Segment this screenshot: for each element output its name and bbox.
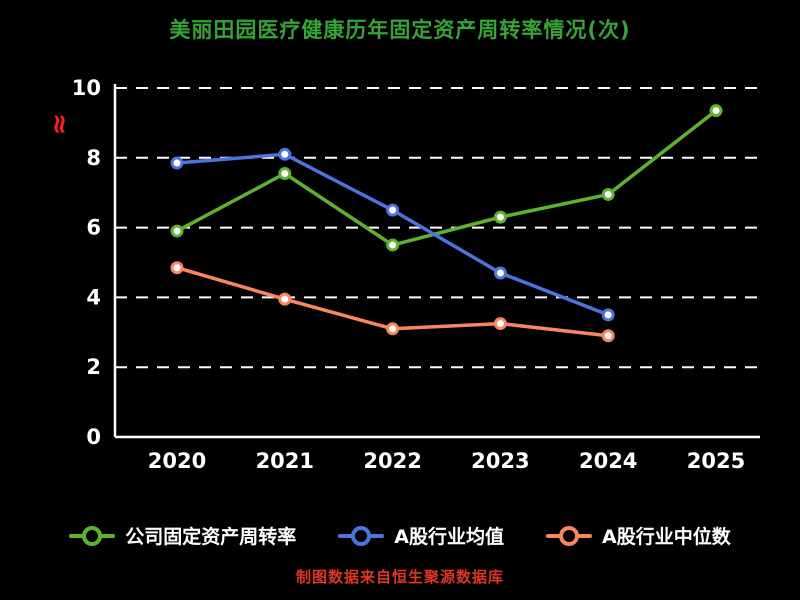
data-point	[386, 238, 400, 252]
data-point	[493, 317, 507, 331]
legend-item-0: 公司固定资产周转率	[69, 522, 296, 549]
legend-circle	[559, 525, 579, 546]
legend-item-1: A股行业均值	[338, 522, 504, 549]
data-point	[278, 167, 292, 181]
x-tick-label: 2020	[148, 449, 206, 473]
legend-circle	[351, 525, 372, 546]
data-point	[170, 224, 184, 238]
x-tick-label: 2021	[256, 449, 314, 473]
series-line-0	[175, 108, 718, 247]
line-chart: 0 2 4 6 8 10 2020 2021 2022 2023 2024 2025	[72, 76, 760, 473]
legend-label: A股行业中位数	[602, 526, 731, 548]
series-line-1	[175, 152, 610, 317]
legend-marker-icon	[546, 525, 592, 547]
data-point	[601, 329, 615, 343]
y-tick-label: 4	[86, 285, 101, 309]
data-point	[709, 104, 723, 118]
y-tick-label: 2	[86, 355, 101, 379]
y-tick-label: 10	[72, 76, 101, 100]
x-tick-label: 2024	[579, 449, 637, 473]
data-point	[386, 203, 400, 217]
data-point	[278, 147, 292, 161]
legend-label: 公司固定资产周转率	[125, 526, 297, 548]
y-tick-label: 6	[86, 216, 101, 240]
chart-title: 美丽田园医疗健康历年固定资产周转率情况(次)	[169, 18, 631, 42]
x-tick-label: 2022	[363, 449, 421, 473]
legend-marker-icon	[69, 525, 116, 547]
legend-item-2: A股行业中位数	[546, 522, 731, 549]
legend-marker-icon	[338, 525, 385, 547]
legend-label: A股行业均值	[394, 526, 504, 548]
x-tick-label: 2025	[687, 449, 745, 473]
chart-legend: 公司固定资产周转率 A股行业均值 A股行业中位数	[0, 522, 800, 549]
y-tick-label: 0	[86, 425, 101, 449]
data-point	[601, 308, 615, 322]
data-point	[493, 210, 507, 224]
data-point	[278, 292, 292, 306]
data-point	[493, 266, 507, 280]
data-point	[386, 322, 400, 336]
y-tick-label: 8	[86, 146, 101, 170]
data-point	[601, 187, 615, 201]
data-point	[170, 156, 184, 170]
data-point	[170, 261, 184, 275]
legend-circle	[82, 525, 103, 546]
data-source-caption: 制图数据来自恒生聚源数据库	[295, 568, 504, 586]
x-tick-label: 2023	[471, 449, 529, 473]
